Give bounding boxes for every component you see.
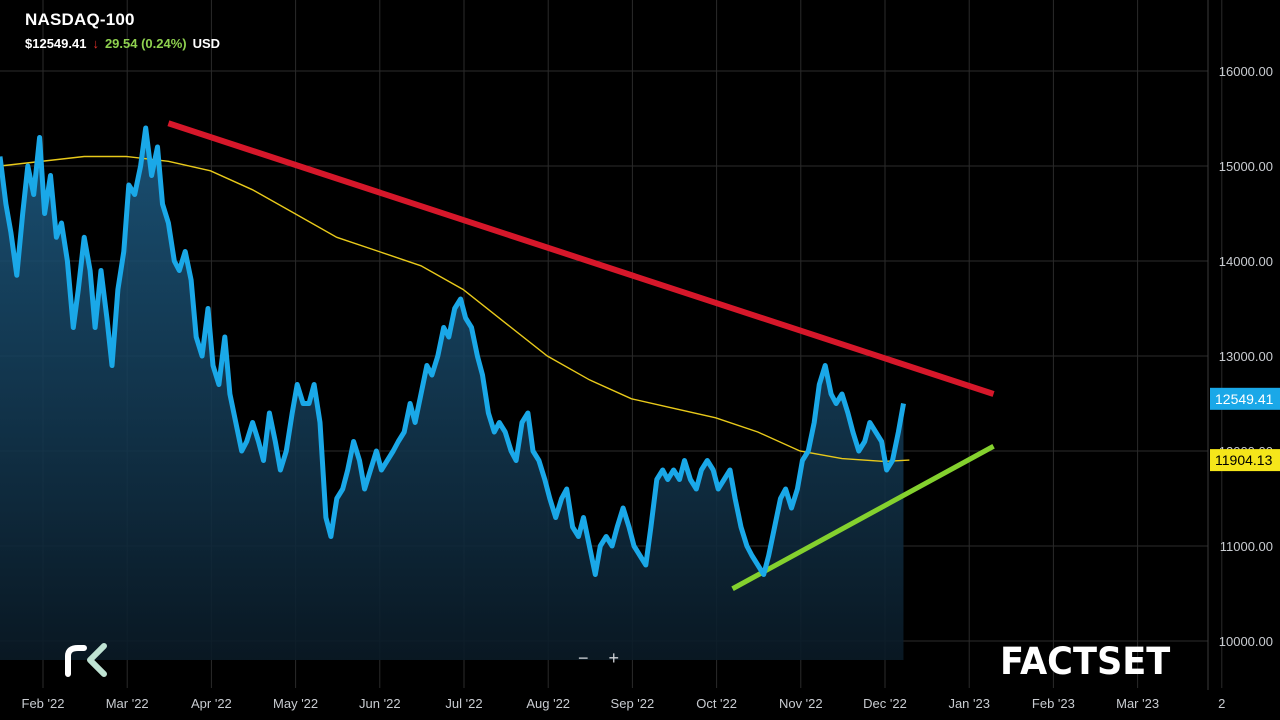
x-tick-label: Aug '22 [526, 696, 570, 711]
factset-logo: FACTSET [1000, 640, 1171, 683]
support-trendline [731, 444, 995, 591]
moving-average-label: 11904.13 [1210, 449, 1280, 472]
y-tick-label: 13000.00 [1219, 349, 1273, 364]
zoom-in-button[interactable]: + [608, 648, 620, 668]
current-price-label-bg [1210, 387, 1280, 410]
x-tick-label: Mar '22 [106, 696, 149, 711]
x-tick-label: Jun '22 [359, 696, 401, 711]
rk-logo-icon [65, 643, 107, 677]
moving-average-line [0, 155, 910, 463]
quote-line: $12549.41 ↓ 29.54 (0.24%) USD [25, 36, 220, 51]
current-price-label: 12549.41 [1210, 387, 1280, 410]
price-area-fill [0, 128, 904, 660]
zoom-controls: − + [578, 648, 619, 668]
y-tick-label: 10000.00 [1219, 634, 1273, 649]
y-tick-label: 16000.00 [1219, 64, 1273, 79]
x-tick-label: Nov '22 [779, 696, 823, 711]
x-tick-label: Feb '23 [1032, 696, 1075, 711]
last-price: $12549.41 [25, 36, 87, 51]
x-tick-label: Dec '22 [863, 696, 907, 711]
x-tick-label: Sep '22 [611, 696, 655, 711]
y-tick-label: 14000.00 [1219, 254, 1273, 269]
y-tick-label: 11000.00 [1220, 539, 1273, 554]
price-line [0, 125, 906, 577]
resistance-trendline [167, 120, 995, 397]
x-axis: Feb '22 Mar '22 Apr '22 May '22 Jun '22 Jul '… [22, 696, 1226, 711]
quote-header: NASDAQ-100 $12549.41 ↓ 29.54 (0.24%) USD [25, 10, 220, 51]
ticker-name: NASDAQ-100 [25, 10, 135, 29]
price-change: 29.54 (0.24%) [104, 36, 187, 51]
currency-label: USD [192, 36, 221, 51]
x-tick-label: Jan '23 [948, 696, 990, 711]
current-price-label-text: 12549.41 [1215, 391, 1274, 407]
x-tick-label: Oct '22 [696, 696, 737, 711]
down-arrow-icon: ↓ [92, 36, 99, 51]
moving-average-label-text: 11904.13 [1215, 452, 1273, 468]
x-tick-label: Feb '22 [22, 696, 65, 711]
y-axis: 10000.0011000.0012000.0013000.0014000.00… [1219, 64, 1273, 649]
moving-average-label-bg [1210, 449, 1280, 472]
x-tick-label: Apr '22 [191, 696, 232, 711]
x-tick-label: Mar '23 [1116, 696, 1159, 711]
y-tick-label: 15000.00 [1219, 159, 1273, 174]
x-tick-label: 2 [1218, 696, 1225, 711]
x-tick-label: May '22 [273, 696, 318, 711]
zoom-out-button[interactable]: − [578, 648, 589, 668]
x-tick-label: Jul '22 [445, 696, 482, 711]
